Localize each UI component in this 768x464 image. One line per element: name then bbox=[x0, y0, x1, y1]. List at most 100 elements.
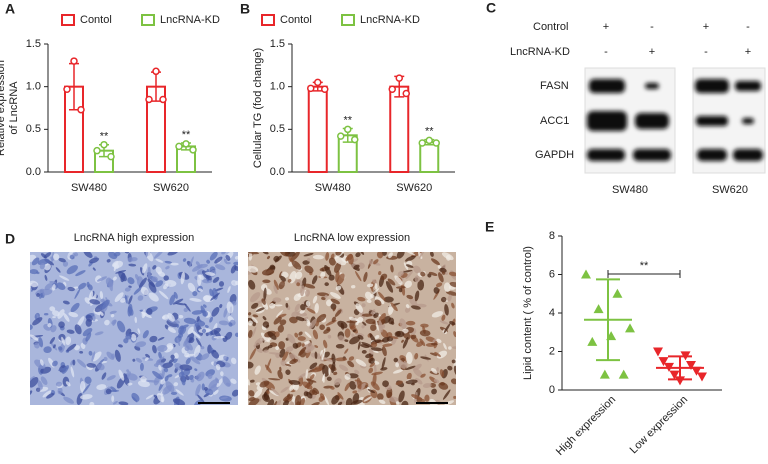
texture bbox=[302, 260, 310, 265]
texture bbox=[378, 291, 386, 301]
texture bbox=[403, 252, 416, 256]
texture bbox=[204, 324, 209, 329]
texture bbox=[30, 324, 33, 330]
texture bbox=[365, 318, 377, 325]
texture bbox=[374, 299, 382, 307]
texture bbox=[160, 377, 166, 385]
texture bbox=[373, 312, 379, 319]
y-tick-label: 8 bbox=[549, 230, 555, 242]
texture bbox=[431, 367, 438, 374]
texture bbox=[99, 299, 110, 310]
texture bbox=[431, 388, 437, 395]
texture bbox=[366, 299, 372, 303]
texture bbox=[441, 296, 447, 303]
texture bbox=[354, 369, 360, 375]
texture bbox=[401, 339, 404, 343]
texture bbox=[160, 396, 164, 403]
texture bbox=[396, 252, 405, 259]
texture bbox=[335, 344, 345, 349]
texture bbox=[39, 292, 43, 299]
texture bbox=[370, 381, 380, 391]
texture bbox=[195, 384, 201, 396]
texture bbox=[405, 379, 418, 385]
texture bbox=[305, 368, 308, 379]
tissue-texture bbox=[30, 252, 238, 405]
texture bbox=[66, 343, 77, 352]
data-point bbox=[152, 67, 160, 76]
texture bbox=[65, 336, 72, 346]
texture bbox=[209, 292, 220, 301]
texture bbox=[57, 387, 63, 395]
texture bbox=[285, 302, 289, 308]
texture bbox=[344, 348, 349, 354]
texture bbox=[137, 380, 150, 388]
texture bbox=[334, 378, 342, 386]
texture bbox=[359, 252, 365, 255]
texture bbox=[227, 285, 231, 294]
texture bbox=[125, 333, 132, 340]
texture bbox=[361, 324, 365, 329]
panel-label: D bbox=[5, 231, 15, 247]
texture bbox=[395, 362, 400, 368]
texture bbox=[281, 350, 289, 362]
data-point bbox=[107, 152, 115, 161]
texture bbox=[446, 291, 456, 296]
texture bbox=[50, 325, 57, 333]
texture bbox=[352, 392, 360, 404]
texture bbox=[114, 292, 124, 303]
texture bbox=[164, 375, 169, 382]
texture bbox=[184, 303, 191, 312]
texture bbox=[262, 316, 267, 321]
texture bbox=[316, 313, 327, 323]
texture bbox=[312, 254, 324, 260]
texture bbox=[49, 337, 56, 344]
texture bbox=[375, 319, 379, 331]
texture bbox=[192, 291, 198, 297]
texture bbox=[155, 266, 162, 275]
texture bbox=[131, 396, 138, 403]
data-point bbox=[337, 132, 345, 140]
data-point bbox=[587, 336, 598, 346]
texture bbox=[405, 304, 410, 309]
texture bbox=[99, 311, 104, 316]
texture bbox=[113, 252, 121, 257]
texture bbox=[128, 295, 133, 305]
texture bbox=[266, 255, 271, 260]
texture bbox=[413, 363, 422, 371]
texture bbox=[268, 352, 281, 355]
texture bbox=[62, 261, 69, 267]
y-tick-label: 0.0 bbox=[270, 166, 285, 178]
texture bbox=[39, 263, 46, 270]
texture bbox=[128, 285, 132, 288]
texture bbox=[120, 297, 126, 303]
texture bbox=[319, 324, 325, 331]
texture bbox=[285, 346, 294, 353]
texture bbox=[213, 389, 219, 395]
texture bbox=[251, 317, 258, 324]
texture bbox=[452, 346, 456, 350]
texture bbox=[304, 265, 314, 274]
texture bbox=[190, 356, 201, 365]
texture bbox=[314, 345, 319, 348]
texture bbox=[262, 252, 269, 255]
texture bbox=[435, 282, 443, 288]
texture bbox=[203, 304, 207, 308]
texture bbox=[94, 331, 104, 336]
texture bbox=[167, 313, 175, 322]
texture bbox=[40, 376, 48, 385]
texture bbox=[68, 311, 79, 318]
texture bbox=[380, 318, 386, 324]
texture bbox=[443, 323, 451, 334]
texture bbox=[305, 300, 311, 307]
texture bbox=[182, 258, 187, 262]
texture bbox=[328, 274, 335, 281]
texture bbox=[396, 401, 400, 405]
texture bbox=[324, 294, 328, 298]
data-point bbox=[307, 84, 315, 93]
texture bbox=[37, 380, 43, 390]
texture bbox=[170, 262, 179, 266]
texture bbox=[374, 296, 385, 305]
data-point bbox=[63, 85, 71, 93]
texture bbox=[439, 381, 446, 386]
texture bbox=[58, 321, 65, 329]
